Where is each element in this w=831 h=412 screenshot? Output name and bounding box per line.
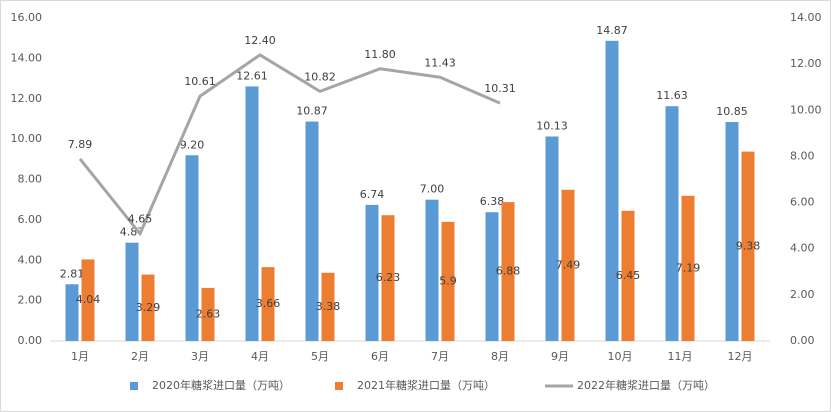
data-label: 12.40 <box>244 34 276 47</box>
data-label: 7.00 <box>420 183 445 196</box>
y-tick-label: 0.00 <box>18 334 43 347</box>
x-tick-label: 6月 <box>371 350 389 363</box>
data-label: 3.66 <box>256 297 281 310</box>
data-label: 11.80 <box>364 48 396 61</box>
y2-tick-label: 12.00 <box>790 57 822 70</box>
data-label: 4.65 <box>128 213 153 226</box>
bar <box>561 189 575 341</box>
bar <box>261 267 275 341</box>
bar <box>81 259 95 341</box>
bar <box>425 199 439 341</box>
bar <box>381 215 395 341</box>
bar <box>125 242 139 341</box>
bar <box>605 40 619 341</box>
y-tick-label: 4.00 <box>18 253 43 266</box>
y2-tick-label: 0.00 <box>790 334 815 347</box>
data-label: 9.38 <box>736 239 761 252</box>
data-label: 4.04 <box>76 293 101 306</box>
data-label: 10.85 <box>716 105 748 118</box>
x-tick-label: 4月 <box>251 350 269 363</box>
bar <box>741 151 755 341</box>
data-label: 12.61 <box>236 69 268 82</box>
x-tick-label: 11月 <box>668 350 693 363</box>
bar <box>501 202 515 341</box>
data-label: 9.20 <box>180 138 205 151</box>
x-tick-label: 9月 <box>551 350 569 363</box>
bar <box>321 272 335 341</box>
y2-tick-label: 6.00 <box>790 196 815 209</box>
data-label: 3.38 <box>316 300 341 313</box>
data-label: 6.88 <box>496 265 521 278</box>
bar <box>725 121 739 341</box>
data-label: 2.63 <box>196 307 221 320</box>
x-tick-label: 3月 <box>191 350 209 363</box>
line <box>78 53 501 236</box>
x-tick-label: 7月 <box>431 350 449 363</box>
y-tick-label: 8.00 <box>18 173 43 186</box>
y2-tick-label: 14.00 <box>790 11 822 24</box>
data-label: 5.9 <box>439 274 457 287</box>
y-tick-label: 2.00 <box>18 294 43 307</box>
data-label: 11.63 <box>656 89 688 102</box>
bar <box>441 221 455 341</box>
y-tick-label: 10.00 <box>11 132 43 145</box>
data-label: 10.13 <box>536 120 568 133</box>
data-label: 2.81 <box>60 267 85 280</box>
bar <box>201 287 215 341</box>
y2-tick-label: 2.00 <box>790 288 815 301</box>
data-label: 7.89 <box>68 138 93 151</box>
y-tick-label: 16.00 <box>11 11 43 24</box>
x-tick-label: 8月 <box>491 350 509 363</box>
y-tick-label: 6.00 <box>18 213 43 226</box>
y-tick-label: 12.00 <box>11 92 43 105</box>
bar <box>65 284 79 341</box>
bar <box>665 106 679 341</box>
bar <box>245 86 259 341</box>
bar <box>305 121 319 341</box>
legend-label: 2021年糖浆进口量（万吨） <box>357 378 495 392</box>
x-tick-label: 10月 <box>608 350 633 363</box>
data-label: 11.43 <box>424 56 456 69</box>
x-tick-label: 12月 <box>728 350 753 363</box>
x-tick-label: 1月 <box>71 350 89 363</box>
bar <box>185 155 199 341</box>
data-label: 7.49 <box>556 258 581 271</box>
legend-swatch <box>130 382 138 390</box>
data-label: 10.87 <box>296 105 328 118</box>
x-tick-label: 2月 <box>131 350 149 363</box>
data-label: 10.82 <box>304 70 336 83</box>
data-label: 6.23 <box>376 271 401 284</box>
data-label: 14.87 <box>596 24 628 37</box>
bar <box>545 136 559 341</box>
x-tick-label: 5月 <box>311 350 329 363</box>
bar <box>681 195 695 341</box>
bar <box>141 274 155 341</box>
y2-tick-label: 8.00 <box>790 149 815 162</box>
data-label: 3.29 <box>136 301 161 314</box>
data-label: 10.31 <box>484 82 516 95</box>
data-label: 10.61 <box>184 75 216 88</box>
data-label: 4.87 <box>120 226 145 239</box>
data-label: 6.74 <box>360 188 385 201</box>
bar <box>621 210 635 341</box>
y2-tick-label: 10.00 <box>790 103 822 116</box>
legend-label: 2020年糖浆进口量（万吨） <box>152 378 290 392</box>
legend-swatch <box>335 382 343 390</box>
legend-label: 2022年糖浆进口量（万吨） <box>577 378 715 392</box>
y-tick-label: 14.00 <box>11 51 43 64</box>
data-label: 6.45 <box>616 269 641 282</box>
bar <box>485 212 499 341</box>
data-label: 6.38 <box>480 195 505 208</box>
data-label: 7.19 <box>676 261 701 274</box>
y2-tick-label: 4.00 <box>790 242 815 255</box>
bar <box>365 204 379 341</box>
